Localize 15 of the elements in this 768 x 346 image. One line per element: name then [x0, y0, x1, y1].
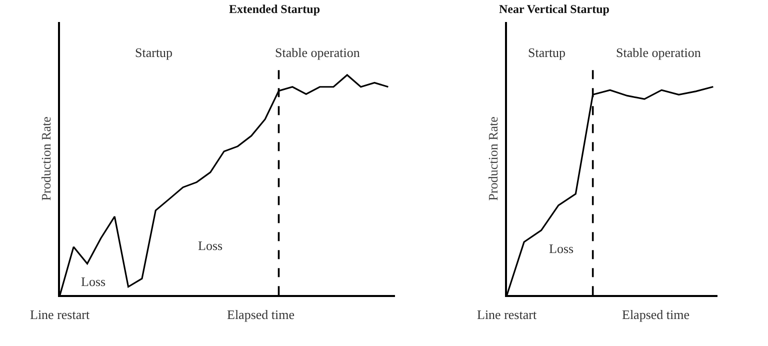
x-axis-title: Elapsed time: [227, 307, 295, 322]
y-axis-title: Production Rate: [485, 116, 500, 201]
text: Stable operation: [275, 45, 360, 60]
text: Startup: [135, 45, 173, 60]
chart-title: Near Vertical Startup: [499, 2, 610, 16]
chart-title: Extended Startup: [229, 2, 320, 16]
x-axis-title: Elapsed time: [622, 307, 690, 322]
y-axis-title: Production Rate: [38, 116, 54, 201]
annotation: Loss: [549, 241, 574, 256]
text: Line restart: [477, 307, 537, 322]
text: Stable operation: [616, 45, 702, 60]
annotation: Loss: [81, 274, 106, 289]
annotation: Loss: [198, 238, 223, 253]
text: Startup: [528, 45, 566, 60]
text: Line restart: [30, 307, 90, 322]
